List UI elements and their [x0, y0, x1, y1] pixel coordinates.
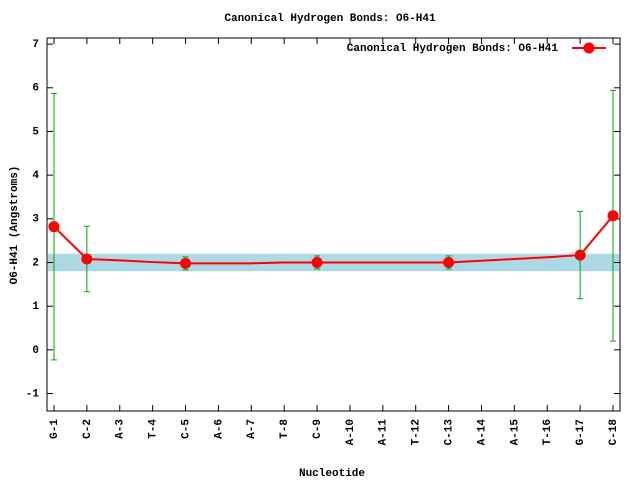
x-tick-label: C-9	[312, 419, 324, 439]
y-tick-label: 4	[32, 170, 39, 182]
legend-label: Canonical Hydrogen Bonds: O6-H41	[347, 43, 559, 55]
point	[180, 257, 192, 269]
y-tick-label: -1	[26, 388, 40, 400]
x-tick-label: A-10	[345, 419, 357, 445]
point	[48, 221, 60, 233]
y-tick-label: 6	[32, 83, 39, 95]
x-tick-label: T-8	[279, 419, 291, 439]
y-tick-label: 0	[32, 345, 39, 357]
x-tick-label: A-14	[476, 419, 488, 446]
x-tick-label: A-11	[378, 419, 390, 446]
x-axis-label: Nucleotide	[299, 468, 365, 480]
x-tick-label: T-12	[411, 419, 423, 445]
x-tick-label: G-1	[49, 419, 61, 439]
point	[607, 210, 619, 222]
point	[574, 249, 586, 261]
x-tick-label: C-2	[82, 419, 94, 439]
x-tick-label: C-13	[443, 419, 455, 446]
x-tick-label: T-4	[148, 419, 160, 439]
y-tick-label: 1	[32, 301, 39, 313]
y-tick-label: 7	[32, 39, 39, 51]
point	[443, 256, 455, 268]
series-line	[53, 215, 614, 265]
point	[311, 256, 323, 268]
y-tick-label: 5	[32, 126, 39, 138]
plot-frame	[46, 37, 621, 412]
x-tick-label: C-18	[608, 419, 620, 446]
x-tick-label: A-15	[509, 419, 521, 446]
x-tick-label: C-5	[180, 419, 192, 439]
y-tick-label: 2	[32, 257, 39, 269]
x-tick-label: T-16	[542, 419, 554, 445]
x-tick-label: A-6	[213, 419, 225, 439]
point	[81, 253, 93, 265]
legend-marker	[583, 42, 595, 54]
x-tick-label: A-3	[115, 419, 127, 439]
x-tick-label: G-17	[575, 419, 587, 445]
chart-title: Canonical Hydrogen Bonds: O6-H41	[224, 13, 436, 25]
x-tick-label: A-7	[246, 419, 258, 439]
y-tick-label: 3	[32, 214, 39, 226]
y-axis-label: O6-H41 (Angstroms)	[9, 166, 21, 285]
